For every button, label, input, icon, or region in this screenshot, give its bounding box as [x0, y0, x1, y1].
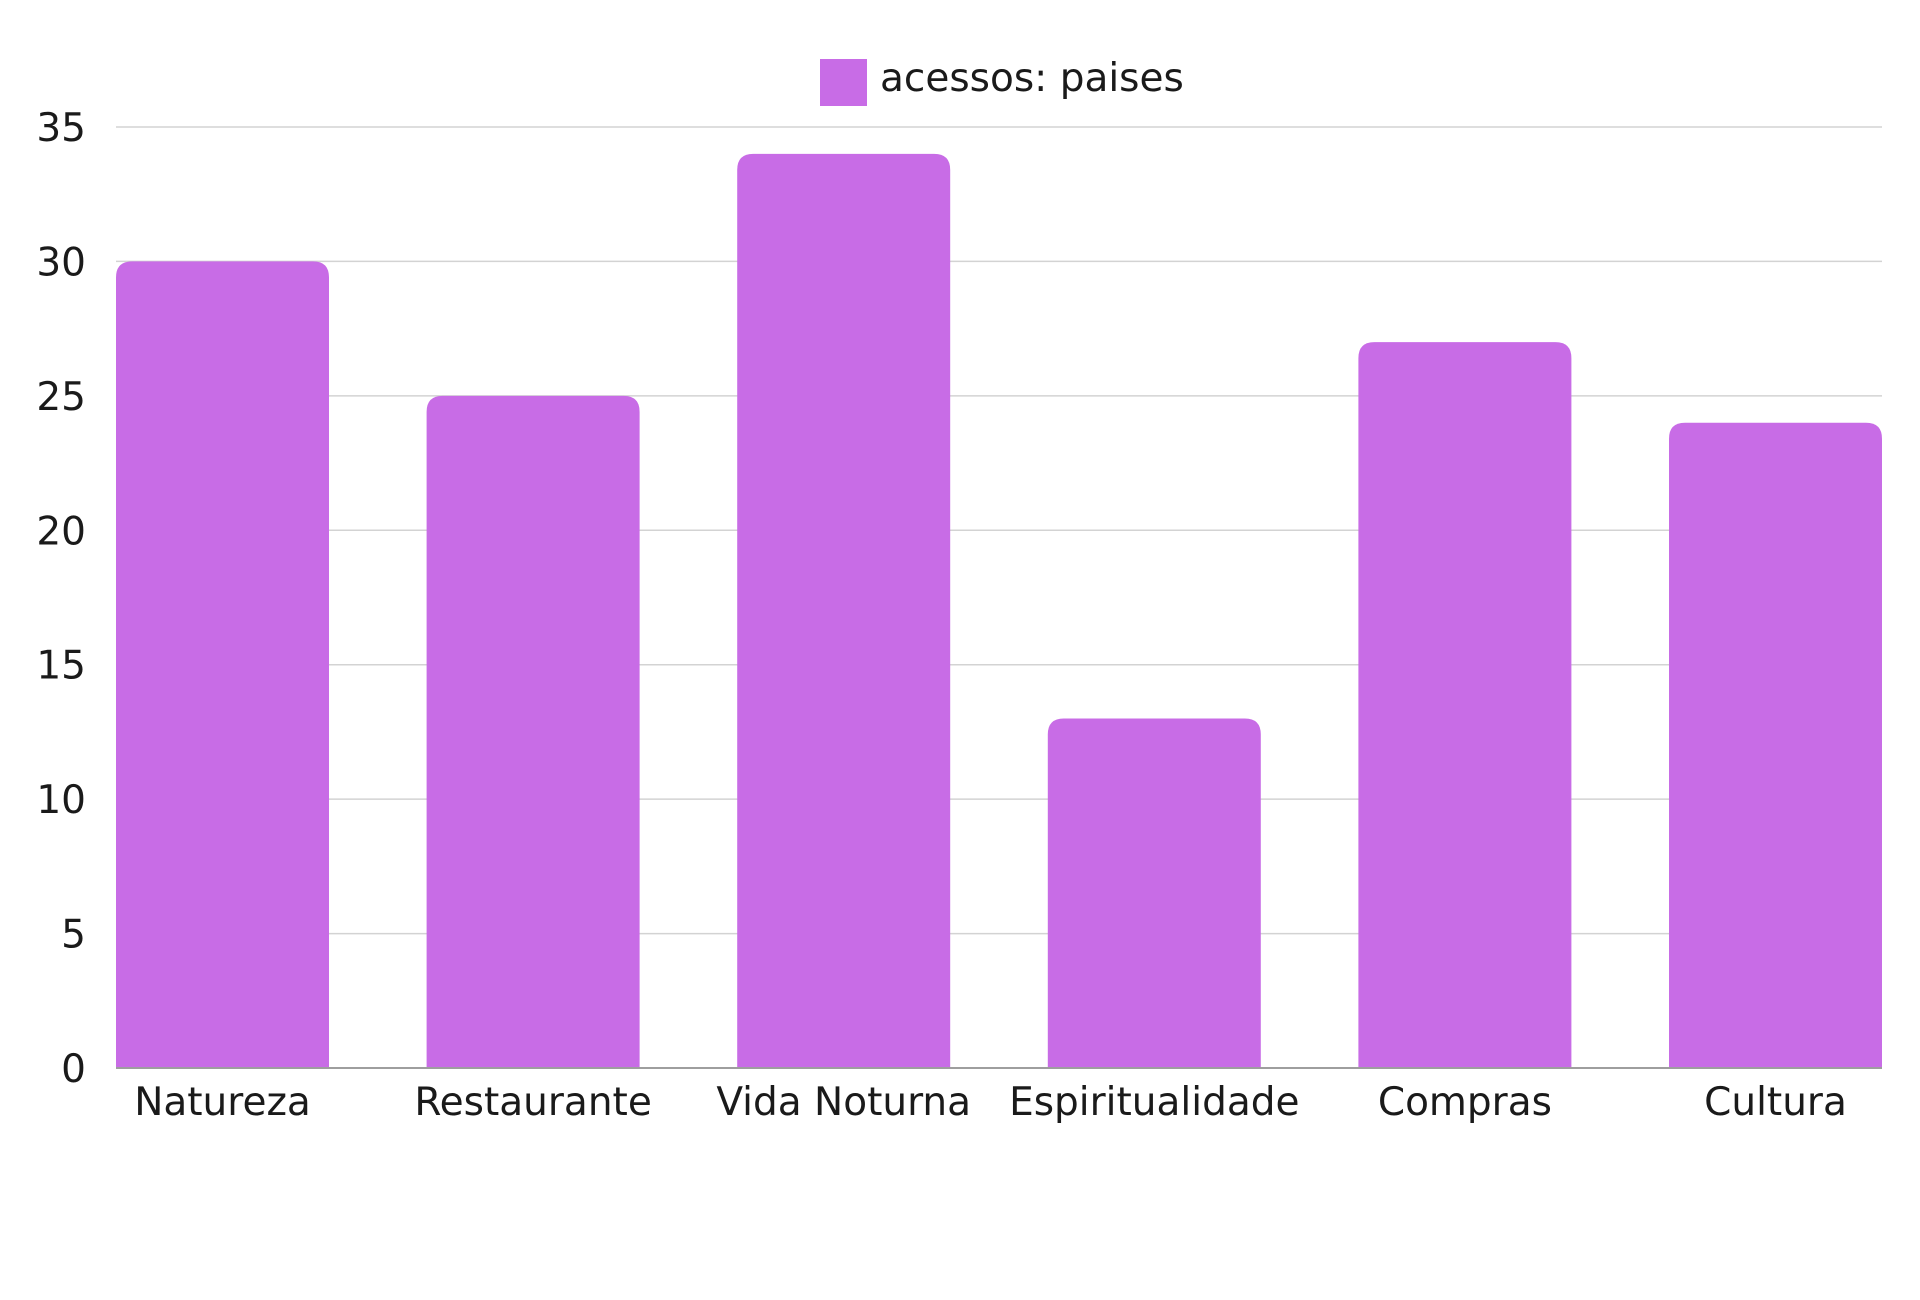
y-tick-label: 35: [36, 106, 86, 151]
x-axis-tick-labels: Natureza Restaurante Vida Noturna Espiritua…: [134, 1080, 1847, 1125]
y-tick-label: 20: [36, 509, 86, 554]
bar-natureza: [116, 261, 329, 1068]
bar-vida-noturna: [737, 153, 951, 1068]
x-tick-label: Cultura: [1704, 1080, 1847, 1125]
y-tick-label: 0: [61, 1047, 86, 1092]
bar-cultura: [1669, 422, 1882, 1068]
legend-swatch: [820, 59, 867, 106]
x-tick-label: Restaurante: [414, 1080, 652, 1125]
y-tick-label: 30: [36, 240, 86, 285]
bar-espiritualidade: [1047, 718, 1261, 1068]
y-tick-label: 25: [36, 375, 86, 420]
x-tick-label: Vida Noturna: [716, 1080, 971, 1125]
x-tick-label: Espiritualidade: [1009, 1080, 1299, 1125]
y-tick-label: 15: [36, 644, 86, 689]
bars: [116, 153, 1882, 1069]
bar-restaurante: [426, 395, 640, 1068]
x-tick-label: Natureza: [134, 1080, 311, 1125]
y-tick-label: 10: [36, 778, 86, 823]
y-axis-tick-labels: 0 5 10 15 20 25 30 35: [36, 106, 86, 1092]
y-tick-label: 5: [61, 913, 86, 958]
gridlines: [116, 126, 1882, 935]
legend: acessos: paises: [820, 56, 1184, 106]
bar-compras: [1358, 342, 1572, 1069]
legend-label: acessos: paises: [880, 56, 1184, 101]
x-tick-label: Compras: [1378, 1080, 1552, 1125]
